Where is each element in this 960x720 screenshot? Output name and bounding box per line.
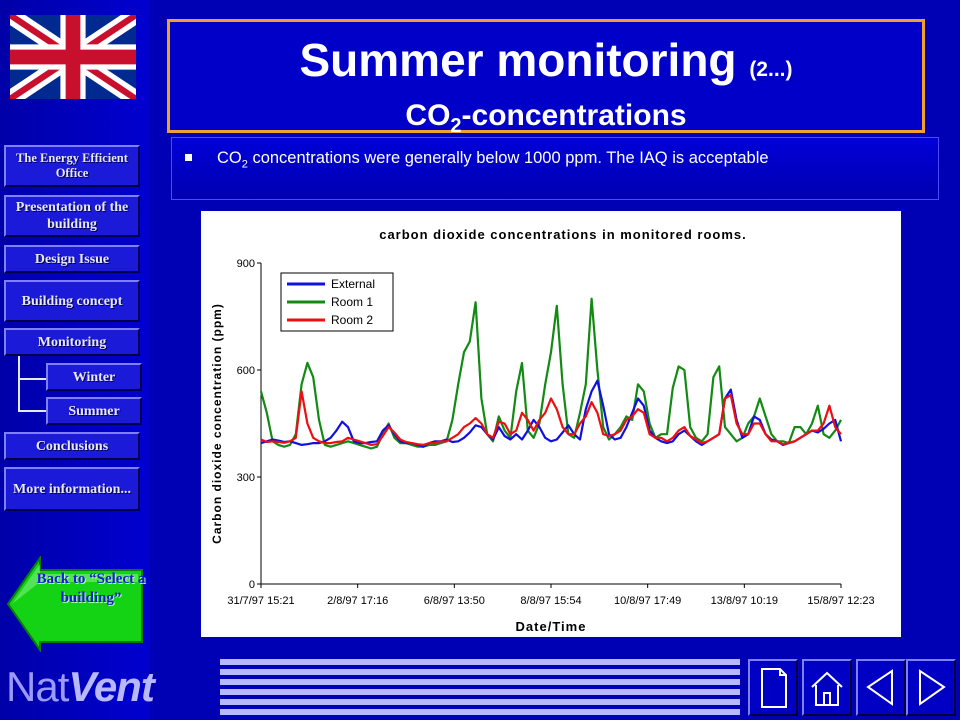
tree-connector bbox=[18, 356, 20, 412]
x-axis-label: Date/Time bbox=[516, 619, 587, 634]
document-button[interactable] bbox=[748, 659, 798, 716]
x-tick-label: 8/8/97 15:54 bbox=[520, 595, 581, 607]
y-tick-label: 900 bbox=[237, 258, 255, 270]
series-line-room-1 bbox=[259, 297, 842, 450]
x-tick-label: 15/8/97 12:23 bbox=[807, 595, 874, 607]
document-icon bbox=[761, 668, 787, 708]
nav-label: Building concept bbox=[21, 293, 123, 309]
legend-label: Room 2 bbox=[331, 313, 373, 327]
nav-label: Design Issue bbox=[34, 251, 110, 267]
nav-building-concept[interactable]: Building concept bbox=[4, 280, 140, 322]
nav-summer[interactable]: Summer bbox=[46, 397, 142, 425]
bullet-box: CO2 concentrations were generally below … bbox=[171, 137, 939, 200]
home-button[interactable] bbox=[802, 659, 852, 716]
title-box: Summer monitoring (2...) CO2-concentrati… bbox=[167, 19, 925, 137]
legend-label: External bbox=[331, 277, 375, 291]
x-tick-label: 13/8/97 10:19 bbox=[711, 595, 778, 607]
y-tick-label: 600 bbox=[237, 365, 255, 377]
x-tick-label: 10/8/97 17:49 bbox=[614, 595, 681, 607]
series-line-external bbox=[260, 379, 843, 448]
y-axis-label: Carbon dioxide concentration (ppm) bbox=[210, 303, 224, 544]
home-icon bbox=[811, 671, 843, 706]
next-icon bbox=[919, 669, 946, 706]
back-to-select-building-button[interactable]: Back to “Select a building” bbox=[36, 571, 146, 606]
chart-title: carbon dioxide concentrations in monitor… bbox=[379, 227, 747, 242]
x-tick-label: 2/8/97 17:16 bbox=[327, 595, 388, 607]
nav-presentation-of-building[interactable]: Presentation of the building bbox=[4, 195, 140, 237]
bullet-text: CO2 concentrations were generally below … bbox=[217, 149, 769, 171]
nav-more-information[interactable]: More information... bbox=[4, 467, 140, 511]
x-tick-label: 6/8/97 13:50 bbox=[424, 595, 485, 607]
next-button[interactable] bbox=[906, 659, 956, 716]
nav-label: The Energy Efficient Office bbox=[16, 151, 128, 180]
y-tick-label: 300 bbox=[237, 472, 255, 484]
nav-design-issue[interactable]: Design Issue bbox=[4, 245, 140, 273]
previous-button[interactable] bbox=[856, 659, 906, 716]
tree-connector bbox=[18, 378, 46, 380]
tree-connector bbox=[18, 410, 46, 412]
back-arrow-icon[interactable] bbox=[6, 556, 146, 652]
uk-flag-icon bbox=[10, 15, 136, 99]
bullet-icon bbox=[185, 154, 192, 161]
nav-label: Conclusions bbox=[35, 438, 109, 454]
previous-icon bbox=[866, 669, 893, 706]
nav-monitoring[interactable]: Monitoring bbox=[4, 328, 140, 356]
page-title: Summer monitoring (2...) bbox=[299, 34, 793, 86]
sidebar: The Energy Efficient Office Presentation… bbox=[0, 0, 155, 720]
series-line-room-2 bbox=[260, 390, 842, 446]
page-subtitle: CO2-concentrations bbox=[405, 99, 687, 137]
decorative-lines bbox=[220, 659, 740, 717]
nav-label: More information... bbox=[13, 481, 131, 497]
co2-chart: carbon dioxide concentrations in monitor… bbox=[201, 211, 901, 637]
nav-label: Presentation of the building bbox=[15, 200, 129, 232]
natvent-logo: NatVent bbox=[6, 663, 155, 710]
nav-winter[interactable]: Winter bbox=[46, 363, 142, 391]
nav-energy-efficient-office[interactable]: The Energy Efficient Office bbox=[4, 145, 140, 187]
x-tick-label: 31/7/97 15:21 bbox=[227, 595, 294, 607]
nav-label: Monitoring bbox=[37, 334, 107, 350]
nav-conclusions[interactable]: Conclusions bbox=[4, 432, 140, 460]
nav-label: Winter bbox=[72, 369, 116, 385]
nav-label: Summer bbox=[68, 403, 120, 419]
legend-label: Room 1 bbox=[331, 295, 373, 309]
y-tick-label: 0 bbox=[249, 579, 255, 591]
